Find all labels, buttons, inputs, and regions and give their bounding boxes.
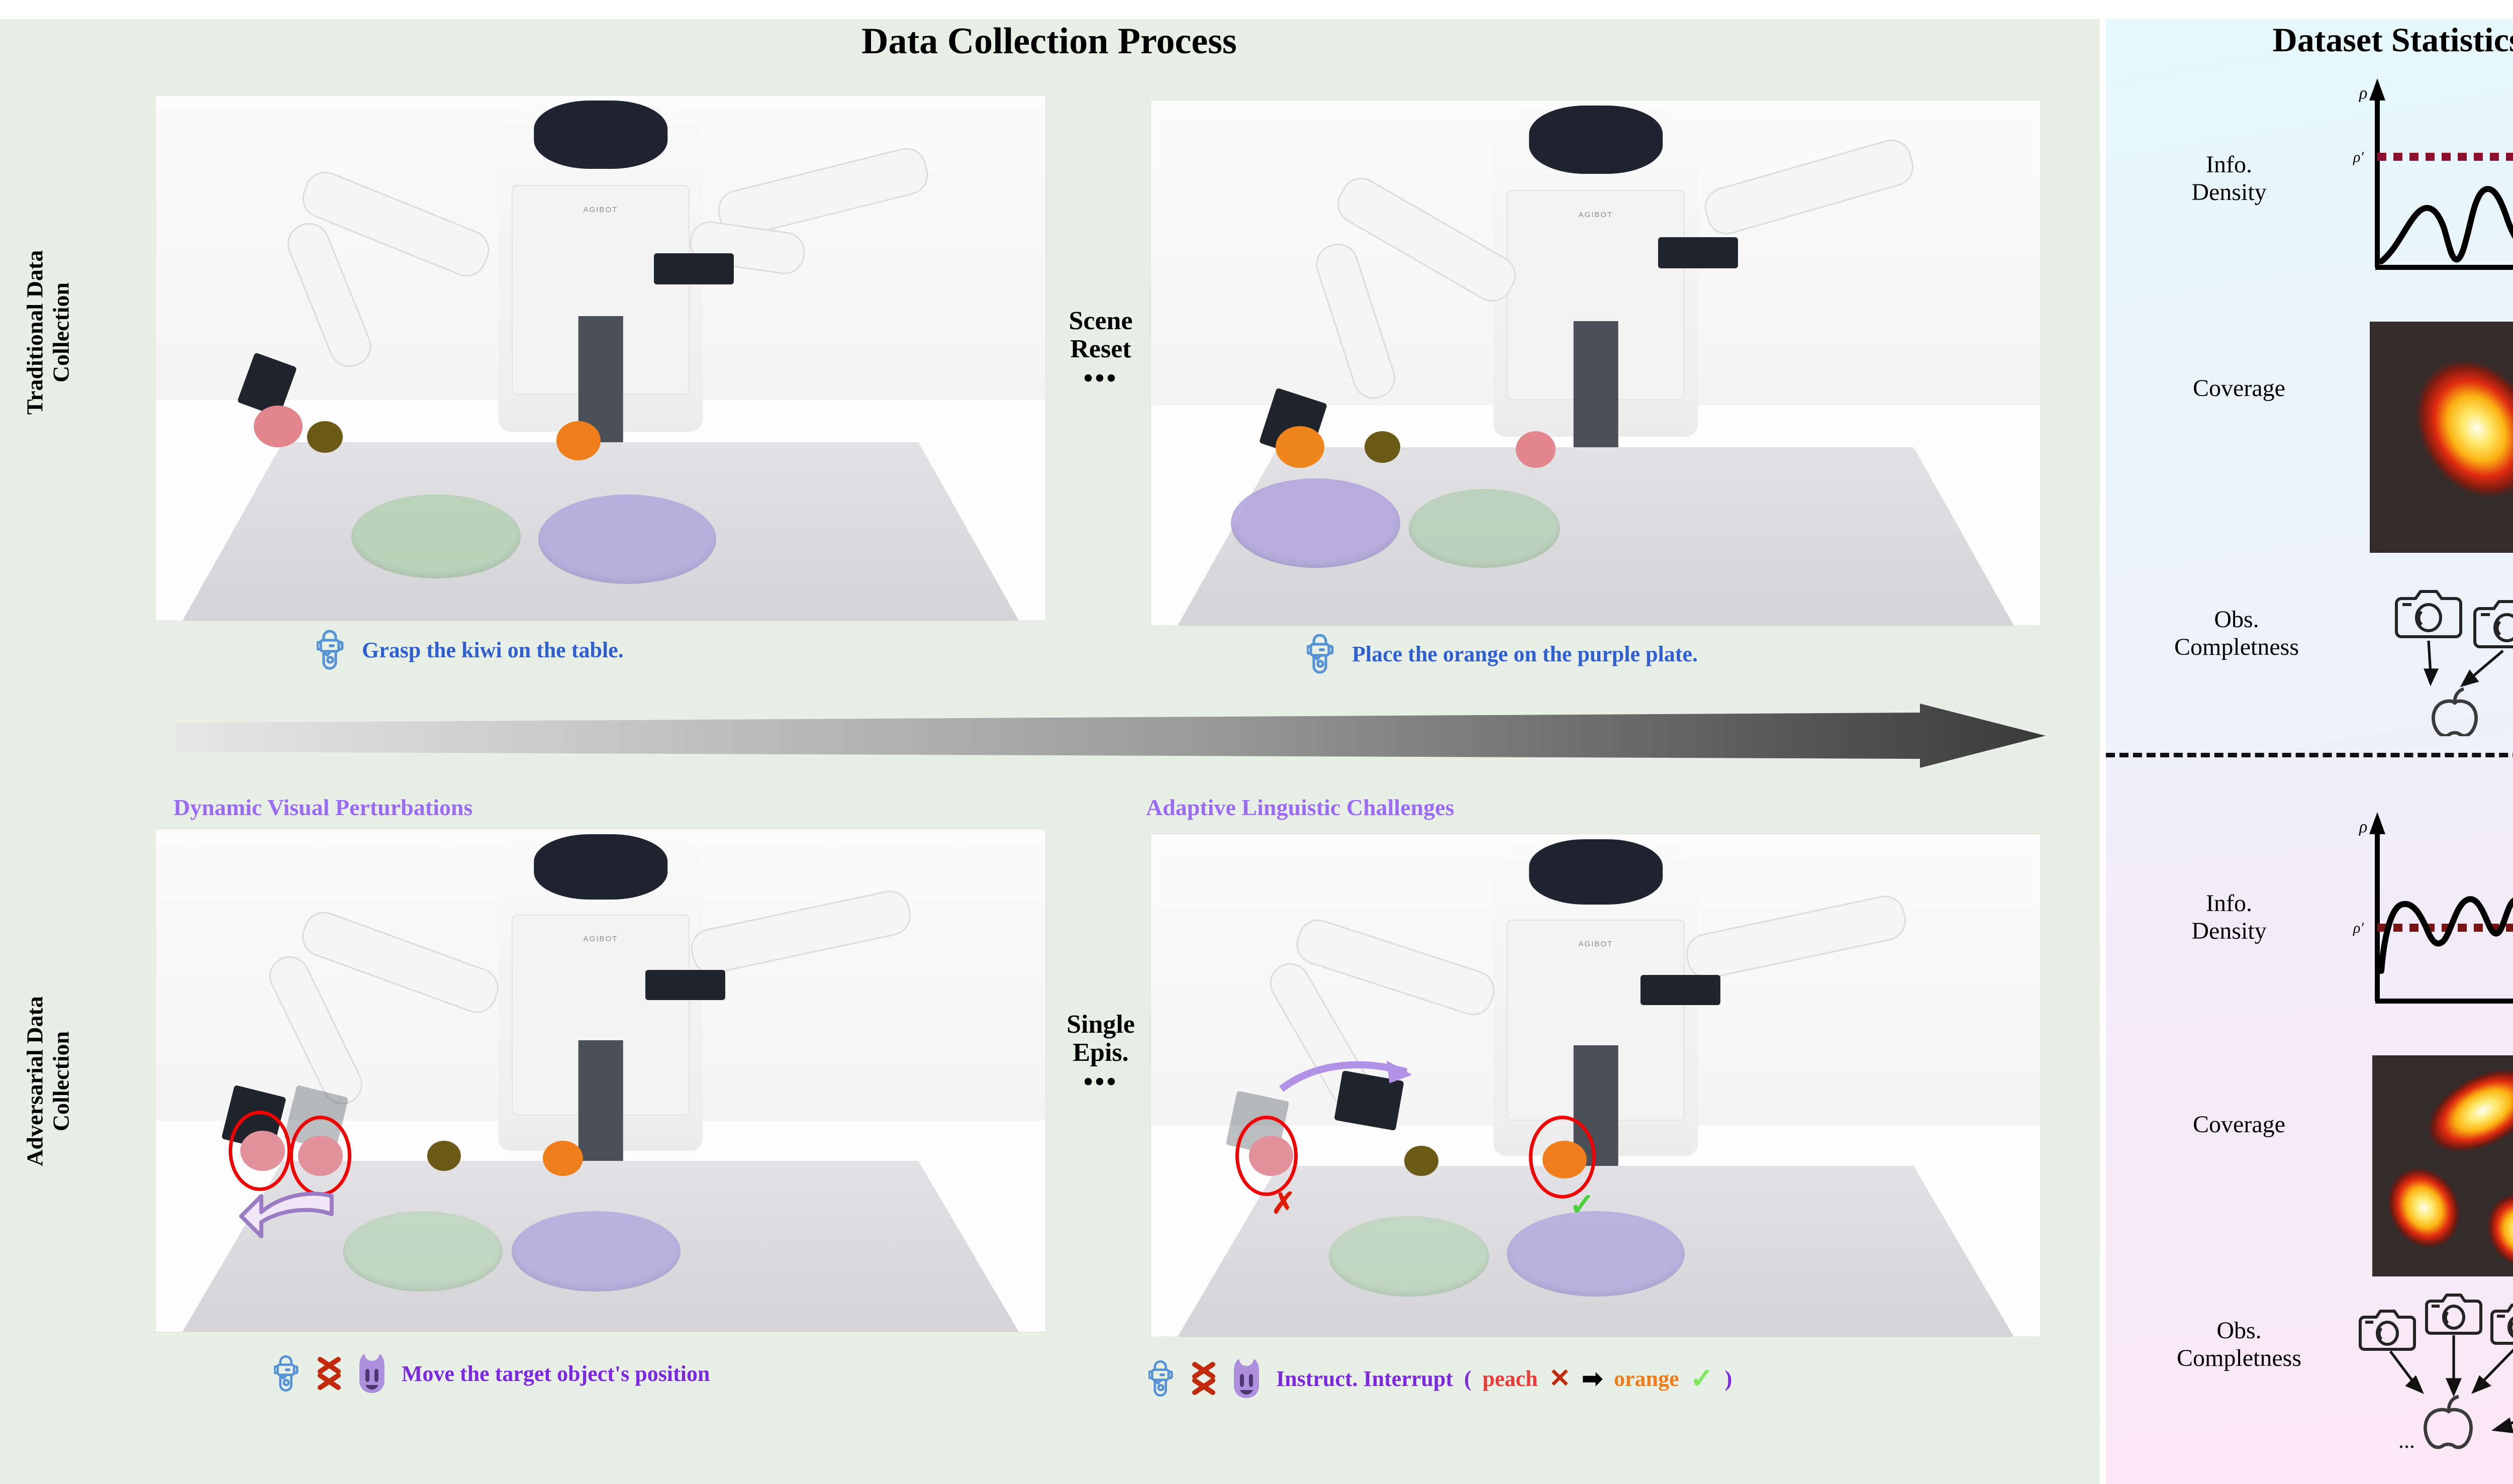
stat-label-info-density-bottom: Info. Density xyxy=(2191,890,2267,945)
move-object-arrow-icon xyxy=(239,1192,334,1238)
red-cross-icon xyxy=(1192,1362,1215,1395)
process-flow-arrow xyxy=(176,704,2046,768)
paren-open: ( xyxy=(1464,1366,1472,1391)
arrow-right-icon: ➡ xyxy=(1582,1364,1603,1393)
stat-label-coverage-bottom: Coverage xyxy=(2193,1111,2285,1138)
axis-label-rho-prime: ρ′ xyxy=(2353,920,2364,936)
highlight-circle-correct-target xyxy=(1529,1116,1596,1199)
apple-icon xyxy=(2432,687,2478,736)
row-label-traditional: Traditional Data Collection xyxy=(22,250,73,415)
page-title-dataset-statistics: Dataset Statistics xyxy=(2272,21,2513,59)
single-episode-text: Single Epis. xyxy=(1067,1010,1135,1067)
caption-text-instruct-interrupt: Instruct. Interrupt xyxy=(1276,1366,1453,1391)
red-cross-icon xyxy=(318,1357,341,1390)
diagram-obs-completeness-traditional xyxy=(2395,590,2513,736)
diagram-obs-completeness-adversarial: ... xyxy=(2359,1294,2513,1453)
correct-target-word: orange xyxy=(1614,1366,1679,1391)
photo-traditional-place-orange: AGIBOT xyxy=(1151,101,2041,626)
heatmap-coverage-traditional xyxy=(2370,322,2513,553)
sublabel-adaptive-linguistic-challenges: Adaptive Linguistic Challenges xyxy=(1146,795,1455,820)
camera-icon xyxy=(2425,1294,2482,1335)
vr-operator-icon xyxy=(1148,1360,1173,1397)
stat-label-info-density-top: Info. Density xyxy=(2191,151,2267,206)
photo-adversarial-visual-perturbation: AGIBOT xyxy=(156,829,1045,1332)
camera-icon xyxy=(2359,1310,2416,1351)
stat-label-obs-completness-bottom: Obs. Completness xyxy=(2177,1317,2301,1372)
photo-traditional-grasp-kiwi: AGIBOT xyxy=(156,95,1045,621)
correct-mark-icon: ✓ xyxy=(1569,1188,1595,1222)
single-episode-dots: ••• xyxy=(1083,1066,1118,1097)
wrong-mark-icon: ✕ xyxy=(1549,1364,1571,1393)
panel-divider-1 xyxy=(2098,19,2100,1484)
scene-reset-dots: ••• xyxy=(1083,363,1118,393)
section-divider-dashed xyxy=(2106,753,2513,757)
caption-text-place-orange: Place the orange on the purple plate. xyxy=(1352,641,1698,666)
axis-label-rho-prime: ρ′ xyxy=(2353,149,2364,165)
stat-label-obs-completness-top: Obs. Completness xyxy=(2174,606,2299,661)
robot-badge-text: AGIBOT xyxy=(1578,940,1613,948)
apple-icon xyxy=(2424,1395,2473,1449)
axis-label-rho: ρ xyxy=(2359,818,2367,836)
sublabel-dynamic-visual-perturbations: Dynamic Visual Perturbations xyxy=(173,795,473,820)
devil-icon xyxy=(359,1354,384,1393)
camera-icon xyxy=(2395,590,2462,638)
wrong-mark-icon: ✗ xyxy=(1271,1187,1296,1220)
photo-adversarial-linguistic-challenge: AGIBOT ✗ ✓ xyxy=(1151,834,2041,1337)
caption-bottom-right: Instruct. Interrupt ( peach ✕ ➡ orange ✓… xyxy=(1148,1357,1732,1400)
robot-badge-text: AGIBOT xyxy=(583,935,618,943)
chart-info-density-adversarial: ρ ρ′ t xyxy=(2353,812,2513,1004)
redirect-arrow-icon xyxy=(1279,1060,1412,1092)
devil-icon xyxy=(1234,1359,1259,1398)
caption-top-right: Place the orange on the purple plate. xyxy=(1307,632,1698,675)
density-curve xyxy=(2378,185,2513,264)
highlight-circle-after xyxy=(289,1116,352,1196)
highlight-circle-before xyxy=(229,1111,292,1191)
scene-reset-label: Scene Reset ••• xyxy=(1048,279,1153,393)
axis-label-rho: ρ xyxy=(2359,84,2367,103)
vr-operator-icon xyxy=(317,630,344,670)
robot-badge-text: AGIBOT xyxy=(583,206,618,215)
caption-text-grasp-kiwi: Grasp the kiwi on the table. xyxy=(362,637,624,662)
paren-close: ) xyxy=(1724,1366,1732,1391)
single-episode-label: Single Epis. ••• xyxy=(1048,982,1153,1097)
camera-icon xyxy=(2473,600,2513,648)
vr-operator-icon xyxy=(274,1355,299,1392)
ellipsis-label: ... xyxy=(2398,1428,2415,1453)
correct-mark-icon: ✓ xyxy=(1690,1363,1714,1395)
caption-bottom-left: Move the target object's position xyxy=(274,1352,710,1395)
density-curve xyxy=(2378,896,2513,974)
robot-badge-text: AGIBOT xyxy=(1578,211,1613,220)
highlight-circle-wrong-target xyxy=(1235,1116,1298,1196)
caption-top-left: Grasp the kiwi on the table. xyxy=(317,628,624,671)
scene-reset-text: Scene Reset xyxy=(1069,307,1133,364)
chart-info-density-traditional: ρ ρ′ t xyxy=(2353,78,2513,270)
row-label-adversarial: Adversarial Data Collection xyxy=(22,996,73,1166)
stat-label-coverage-top: Coverage xyxy=(2193,375,2285,402)
heatmap-coverage-adversarial xyxy=(2372,1055,2513,1276)
page-title-data-collection: Data Collection Process xyxy=(861,21,1237,62)
caption-text-move-object: Move the target object's position xyxy=(402,1361,710,1386)
wrong-target-word: peach xyxy=(1482,1366,1538,1391)
vr-operator-icon xyxy=(1307,634,1334,674)
camera-icon xyxy=(2490,1304,2513,1345)
